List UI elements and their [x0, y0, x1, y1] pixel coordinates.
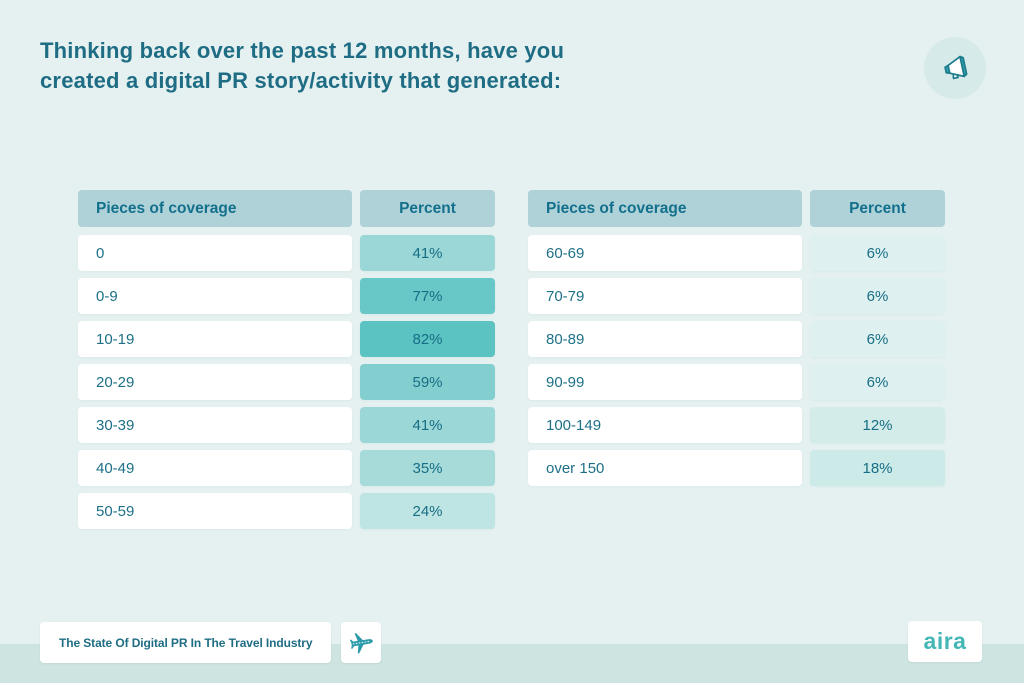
percent-value-cell: 6% [810, 278, 945, 314]
airplane-box [341, 622, 381, 663]
percent-value-cell: 41% [360, 235, 495, 271]
coverage-range-cell: 60-69 [528, 235, 802, 271]
percent-value-cell: 24% [360, 493, 495, 529]
table-row: 0 41% [78, 235, 495, 271]
table-row: 100-149 12% [528, 407, 945, 443]
table-row: 10-19 82% [78, 321, 495, 357]
column-header-percent: Percent [810, 190, 945, 227]
column-header-percent: Percent [360, 190, 495, 227]
percent-value-cell: 6% [810, 321, 945, 357]
table-row: 70-79 6% [528, 278, 945, 314]
table-row: 80-89 6% [528, 321, 945, 357]
table-row: 90-99 6% [528, 364, 945, 400]
table-header-row: Pieces of coverage Percent [528, 190, 945, 227]
coverage-range-cell: 80-89 [528, 321, 802, 357]
percent-value-cell: 18% [810, 450, 945, 486]
table-body-right: 60-69 6% 70-79 6% 80-89 6% 90-99 6% 100-… [528, 235, 945, 486]
coverage-range-cell: 70-79 [528, 278, 802, 314]
coverage-range-cell: 100-149 [528, 407, 802, 443]
coverage-range-cell: 90-99 [528, 364, 802, 400]
megaphone-badge [924, 37, 986, 99]
airplane-icon [349, 633, 373, 654]
aira-logo: aira [923, 628, 967, 654]
table-row: 40-49 35% [78, 450, 495, 486]
report-title-box: The State Of Digital PR In The Travel In… [40, 622, 332, 663]
percent-value-cell: 82% [360, 321, 495, 357]
coverage-range-cell: 0 [78, 235, 352, 271]
table-row: 0-9 77% [78, 278, 495, 314]
page-title: Thinking back over the past 12 months, h… [40, 36, 564, 96]
table-header-row: Pieces of coverage Percent [78, 190, 495, 227]
column-header-coverage: Pieces of coverage [78, 190, 352, 227]
coverage-range-cell: over 150 [528, 450, 802, 486]
megaphone-icon [944, 55, 968, 80]
table-body-left: 0 41% 0-9 77% 10-19 82% 20-29 59% 30-39 … [78, 235, 495, 529]
percent-value-cell: 59% [360, 364, 495, 400]
coverage-range-cell: 20-29 [78, 364, 352, 400]
percent-value-cell: 41% [360, 407, 495, 443]
coverage-range-cell: 10-19 [78, 321, 352, 357]
coverage-range-cell: 50-59 [78, 493, 352, 529]
coverage-range-cell: 30-39 [78, 407, 352, 443]
table-row: 60-69 6% [528, 235, 945, 271]
percent-value-cell: 77% [360, 278, 495, 314]
page-title-line1: Thinking back over the past 12 months, h… [40, 38, 565, 63]
percent-value-cell: 6% [810, 235, 945, 271]
coverage-range-cell: 0-9 [78, 278, 352, 314]
coverage-range-cell: 40-49 [78, 450, 352, 486]
percent-value-cell: 35% [360, 450, 495, 486]
page-title-line2: created a digital PR story/activity that… [40, 68, 562, 93]
report-title: The State Of Digital PR In The Travel In… [59, 635, 313, 650]
coverage-table-right: Pieces of coverage Percent 60-69 6% 70-7… [528, 190, 945, 493]
table-row: 20-29 59% [78, 364, 495, 400]
aira-logo-box: aira [908, 621, 982, 662]
table-row: 30-39 41% [78, 407, 495, 443]
coverage-table-left: Pieces of coverage Percent 0 41% 0-9 77%… [78, 190, 495, 536]
percent-value-cell: 12% [810, 407, 945, 443]
column-header-coverage: Pieces of coverage [528, 190, 802, 227]
table-row: over 150 18% [528, 450, 945, 486]
percent-value-cell: 6% [810, 364, 945, 400]
table-row: 50-59 24% [78, 493, 495, 529]
